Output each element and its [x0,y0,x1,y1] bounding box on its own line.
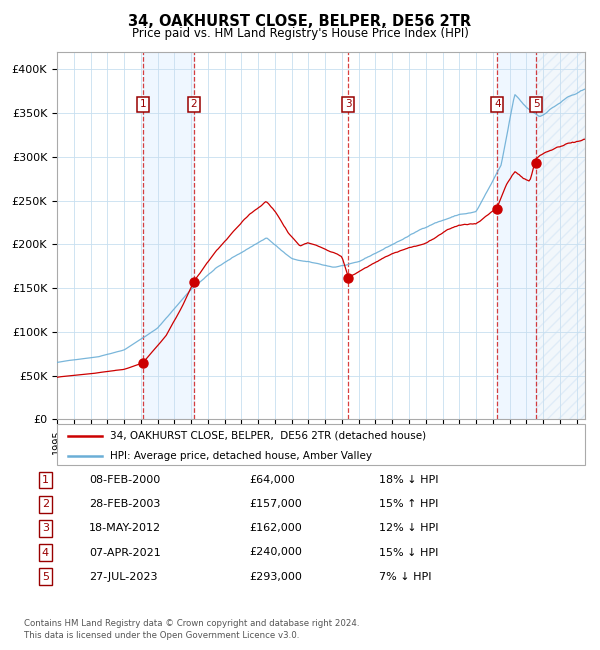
Text: 5: 5 [533,99,539,109]
Text: 27-JUL-2023: 27-JUL-2023 [89,571,157,582]
Text: £162,000: £162,000 [250,523,302,534]
Text: 3: 3 [345,99,352,109]
Text: 34, OAKHURST CLOSE, BELPER,  DE56 2TR (detached house): 34, OAKHURST CLOSE, BELPER, DE56 2TR (de… [110,431,426,441]
Bar [143,52,194,419]
Bar [536,52,585,419]
Text: 7% ↓ HPI: 7% ↓ HPI [379,571,432,582]
FancyBboxPatch shape [57,424,585,465]
Text: 15% ↑ HPI: 15% ↑ HPI [379,499,439,510]
Text: 15% ↓ HPI: 15% ↓ HPI [379,547,439,558]
Text: £64,000: £64,000 [250,475,295,486]
Text: 07-APR-2021: 07-APR-2021 [89,547,161,558]
Text: Contains HM Land Registry data © Crown copyright and database right 2024.: Contains HM Land Registry data © Crown c… [24,619,359,628]
Text: 1: 1 [42,475,49,486]
Text: 12% ↓ HPI: 12% ↓ HPI [379,523,439,534]
Text: £240,000: £240,000 [250,547,302,558]
Text: £293,000: £293,000 [250,571,302,582]
Text: £157,000: £157,000 [250,499,302,510]
Text: 3: 3 [42,523,49,534]
Text: 5: 5 [42,571,49,582]
Text: 08-FEB-2000: 08-FEB-2000 [89,475,160,486]
Text: HPI: Average price, detached house, Amber Valley: HPI: Average price, detached house, Ambe… [110,451,372,461]
Text: 4: 4 [494,99,500,109]
Text: 18-MAY-2012: 18-MAY-2012 [89,523,161,534]
Text: 34, OAKHURST CLOSE, BELPER, DE56 2TR: 34, OAKHURST CLOSE, BELPER, DE56 2TR [128,14,472,29]
Text: Price paid vs. HM Land Registry's House Price Index (HPI): Price paid vs. HM Land Registry's House … [131,27,469,40]
Text: This data is licensed under the Open Government Licence v3.0.: This data is licensed under the Open Gov… [24,630,299,640]
Text: 28-FEB-2003: 28-FEB-2003 [89,499,160,510]
Text: 2: 2 [190,99,197,109]
Text: 1: 1 [139,99,146,109]
Text: 2: 2 [42,499,49,510]
Text: 4: 4 [42,547,49,558]
Bar [497,52,536,419]
Text: 18% ↓ HPI: 18% ↓ HPI [379,475,439,486]
